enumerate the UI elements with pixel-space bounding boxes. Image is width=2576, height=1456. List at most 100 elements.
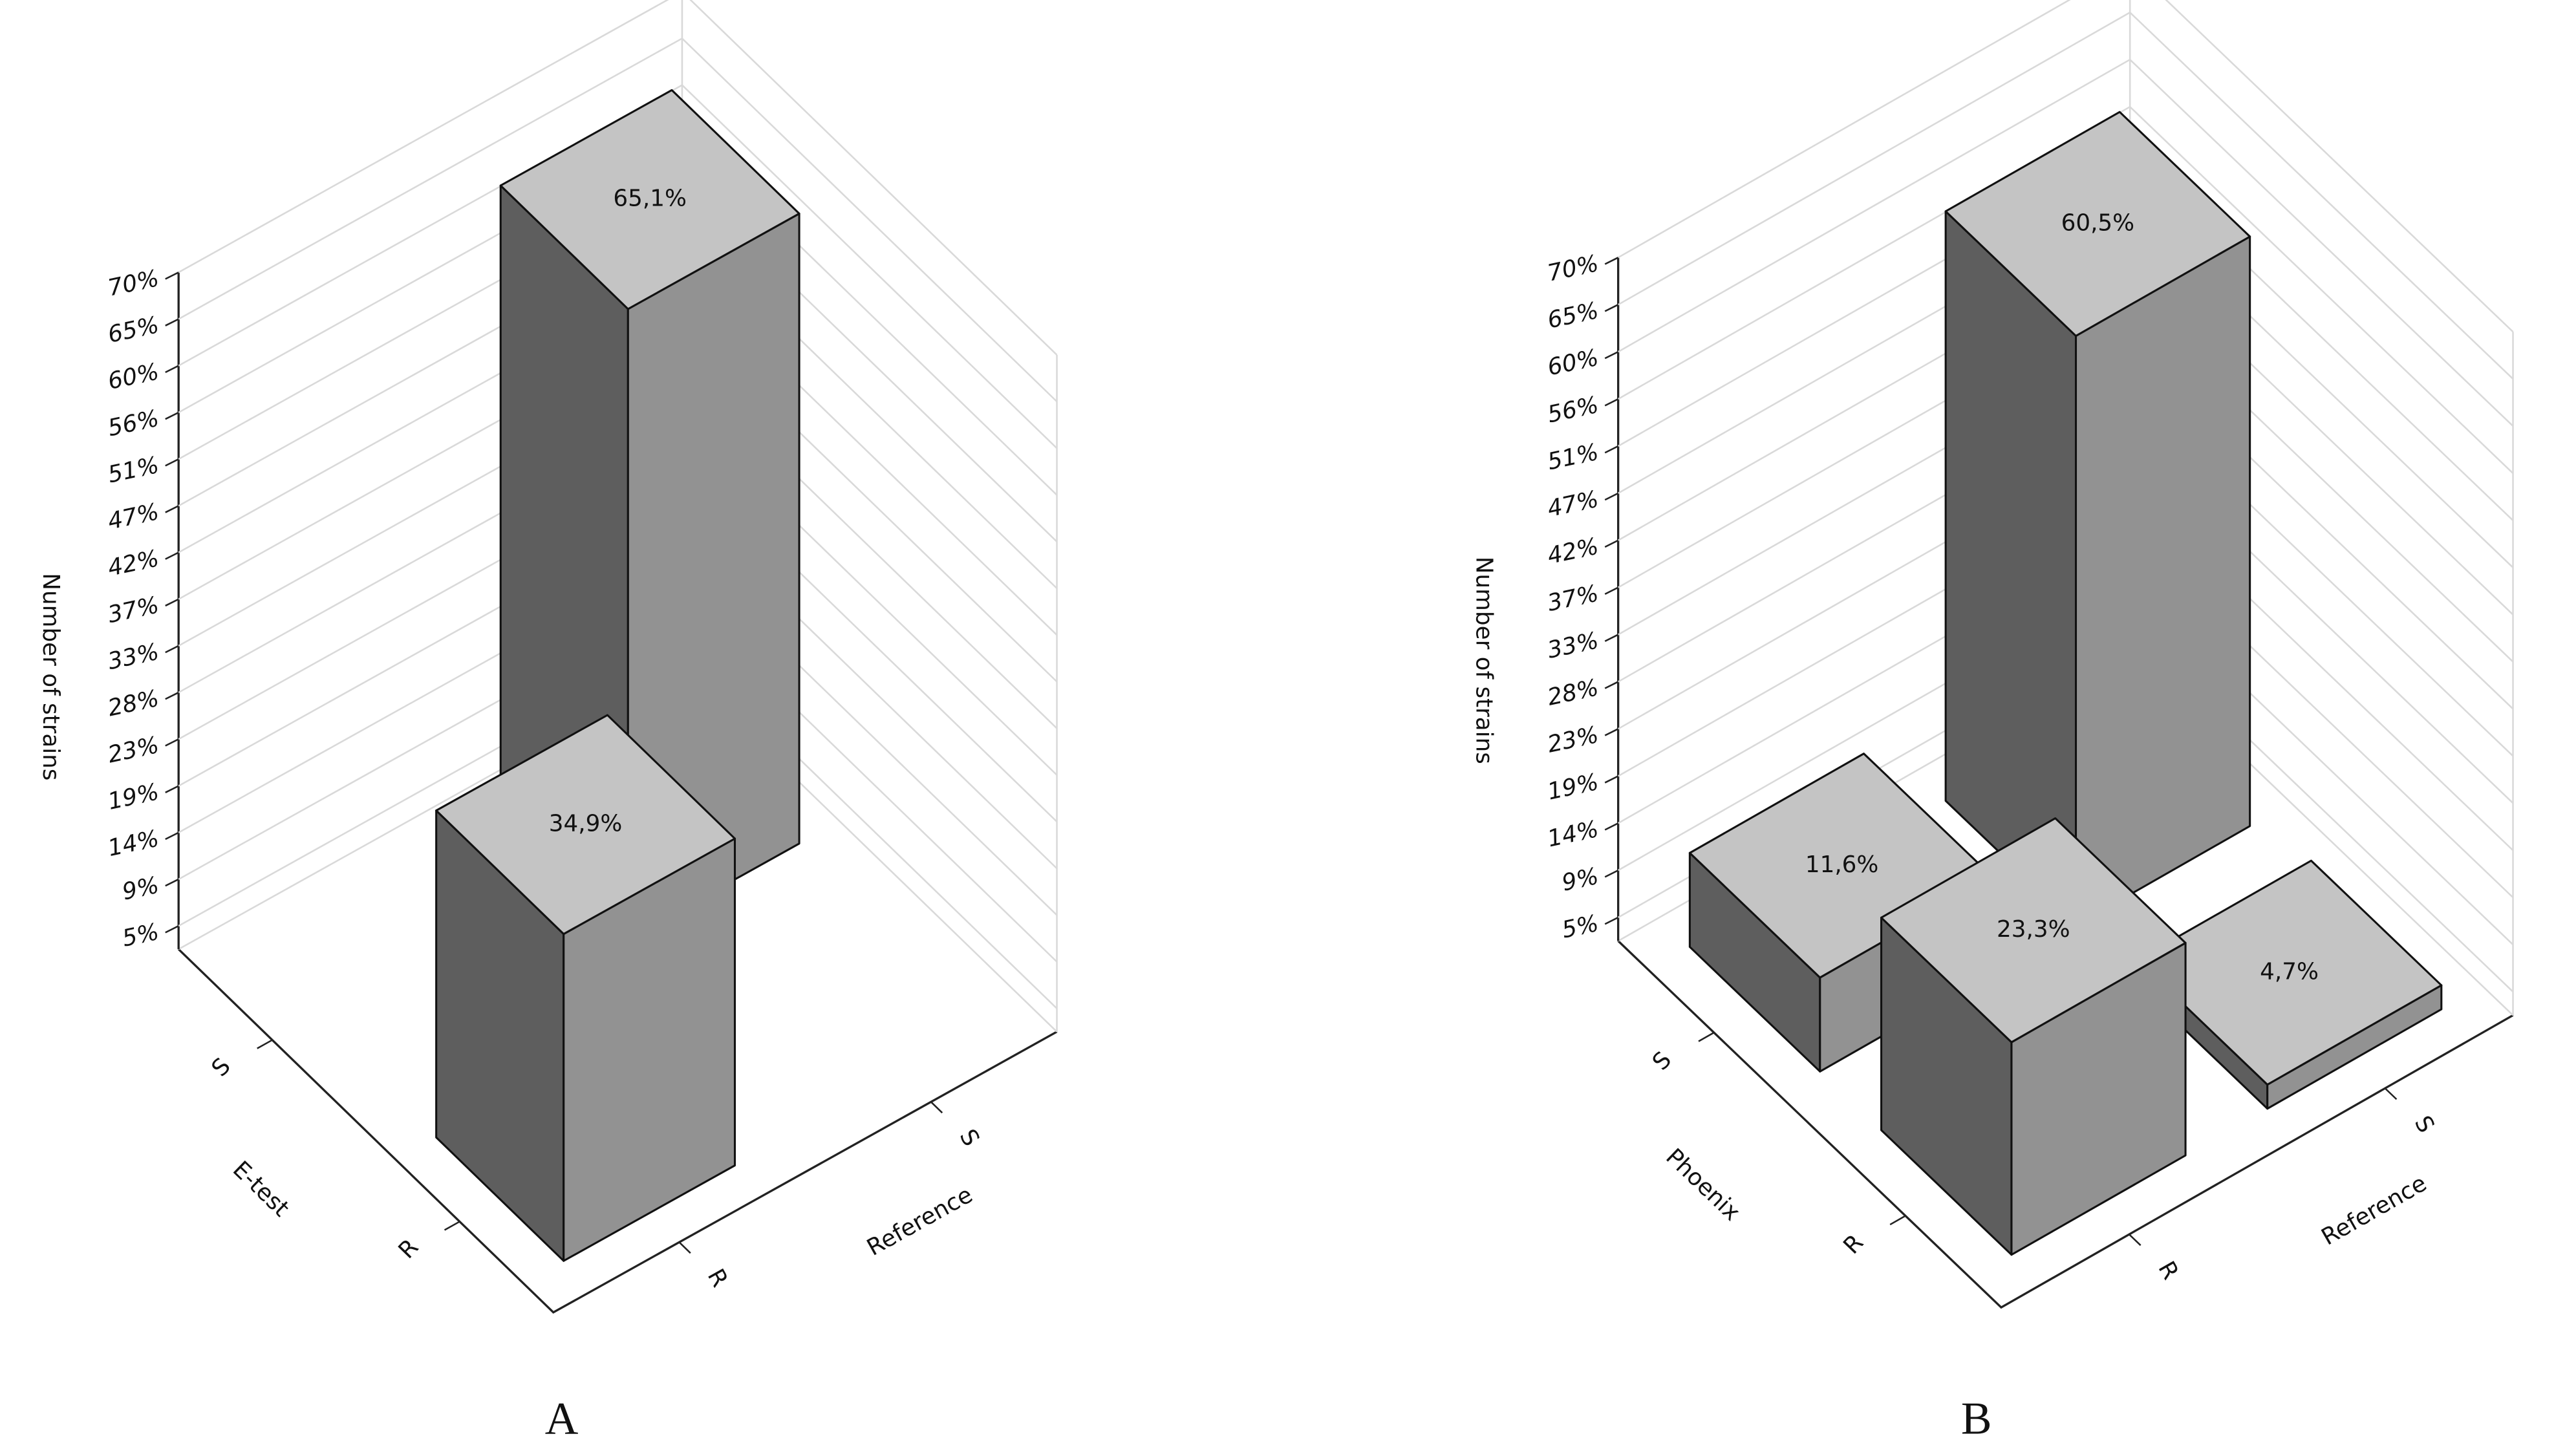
y-tick-label: 19% <box>105 778 161 815</box>
grid-line <box>1618 0 2514 333</box>
y-tick <box>165 878 179 887</box>
y-tick <box>1604 822 1619 831</box>
y-tick-label: 14% <box>1545 816 1601 853</box>
grid-line <box>178 84 1058 449</box>
y-tick <box>1604 350 1619 359</box>
y-tick-label: 33% <box>105 639 161 676</box>
bar: 34,9% <box>435 714 736 1262</box>
y-tick <box>1604 445 1619 454</box>
y-tick <box>1604 634 1619 642</box>
panel: 5% 9% 14% 19% 23% 28% 33% 37% 42% 47% 51% 56% 60% 65%… <box>1470 0 2514 1444</box>
z-tick <box>930 1101 943 1114</box>
z-tick-label: R <box>702 1265 733 1292</box>
bar-top-face <box>499 89 800 310</box>
y-tick-label: 60% <box>1545 345 1601 381</box>
bar: 23,3% <box>1880 817 2187 1256</box>
y-tick <box>1604 775 1619 784</box>
y-tick-label: 65% <box>105 312 161 348</box>
y-tick <box>1604 539 1619 548</box>
y-tick-label: 70% <box>105 265 161 302</box>
z-tick-label: S <box>2409 1111 2440 1137</box>
y-tick <box>1604 304 1619 312</box>
y-tick-label: 37% <box>1545 580 1601 617</box>
grid-line <box>1618 58 2514 427</box>
y-tick-label: 47% <box>105 498 161 535</box>
z-tick-label: S <box>954 1125 985 1151</box>
y-tick-label: 5% <box>1560 910 1601 944</box>
bar-top-face <box>435 714 736 936</box>
y-tick <box>165 645 179 654</box>
y-tick <box>165 505 179 513</box>
y-tick-label: 51% <box>105 452 161 489</box>
y-tick-label: 37% <box>105 592 161 628</box>
y-tick <box>165 785 179 793</box>
z-tick <box>678 1241 691 1254</box>
y-tick <box>165 272 179 280</box>
y-tick-label: 47% <box>1545 486 1601 523</box>
y-tick <box>1604 257 1619 265</box>
grid-line <box>178 0 1058 356</box>
y-tick-label: 23% <box>105 732 161 769</box>
y-tick <box>1604 398 1619 407</box>
z-tick-label: R <box>2152 1257 2184 1284</box>
y-tick-label: 28% <box>105 685 161 722</box>
bar-top-face <box>1944 111 2251 337</box>
y-tick-label: 42% <box>105 545 161 582</box>
y-tick <box>1604 916 1619 925</box>
y-tick <box>1604 586 1619 595</box>
x-tick-label: S <box>207 1053 236 1082</box>
y-tick <box>165 598 179 607</box>
y-tick <box>165 831 179 840</box>
panel-label: B <box>1961 1393 1992 1444</box>
y-tick-label: 19% <box>1545 769 1601 806</box>
x-tick <box>257 1039 273 1049</box>
x-tick <box>1698 1031 1715 1042</box>
y-tick <box>165 691 179 700</box>
z-axis-label: Reference <box>2317 1170 2432 1251</box>
y-tick <box>165 551 179 560</box>
y-tick-label: 9% <box>1560 863 1601 897</box>
x-tick-label: R <box>394 1234 424 1264</box>
z-tick <box>2129 1234 2141 1247</box>
x-axis-label: Phoenix <box>1660 1144 1745 1226</box>
y-tick-label: 9% <box>120 872 162 906</box>
y-tick-label: 5% <box>120 919 162 952</box>
y-tick <box>165 365 179 374</box>
y-tick-label: 23% <box>1545 722 1601 758</box>
y-tick <box>165 925 179 934</box>
y-tick <box>1604 728 1619 736</box>
value-label: 60,5% <box>2061 209 2135 236</box>
y-tick <box>165 411 179 420</box>
y-tick <box>1604 681 1619 689</box>
value-label: 65,1% <box>613 186 687 212</box>
x-tick-label: S <box>1648 1047 1677 1076</box>
y-tick-label: 56% <box>1545 392 1601 429</box>
y-axis-label: Number of strains <box>38 573 64 780</box>
value-label: 23,3% <box>1997 916 2070 943</box>
grid-line <box>1618 11 2514 380</box>
y-tick-label: 42% <box>1545 533 1601 570</box>
z-axis-label: Reference <box>863 1181 977 1261</box>
x-tick <box>1889 1215 1906 1226</box>
y-tick <box>165 738 179 747</box>
y-tick-label: 60% <box>105 358 161 395</box>
grid-line <box>178 37 1058 403</box>
y-tick-label: 14% <box>105 825 161 862</box>
y-tick-label: 28% <box>1545 674 1601 711</box>
y-tick <box>1604 492 1619 501</box>
panel-label: A <box>545 1393 579 1444</box>
y-axis-label: Number of strains <box>1470 557 1497 764</box>
value-label: 4,7% <box>2260 958 2319 985</box>
value-label: 34,9% <box>549 810 623 837</box>
floor-edge <box>178 948 1058 1314</box>
x-axis-label: E-test <box>228 1156 294 1222</box>
y-tick-label: 65% <box>1545 297 1601 334</box>
x-tick-label: R <box>1838 1230 1869 1259</box>
floor-edge <box>1617 940 2514 1309</box>
x-tick <box>444 1221 460 1231</box>
y-tick-label: 33% <box>1545 627 1601 664</box>
bar: 60,5% <box>1944 111 2251 926</box>
panel: 5% 9% 14% 19% 23% 28% 33% 37% 42% 47% 51% 56% 60% 65%… <box>38 0 1058 1444</box>
